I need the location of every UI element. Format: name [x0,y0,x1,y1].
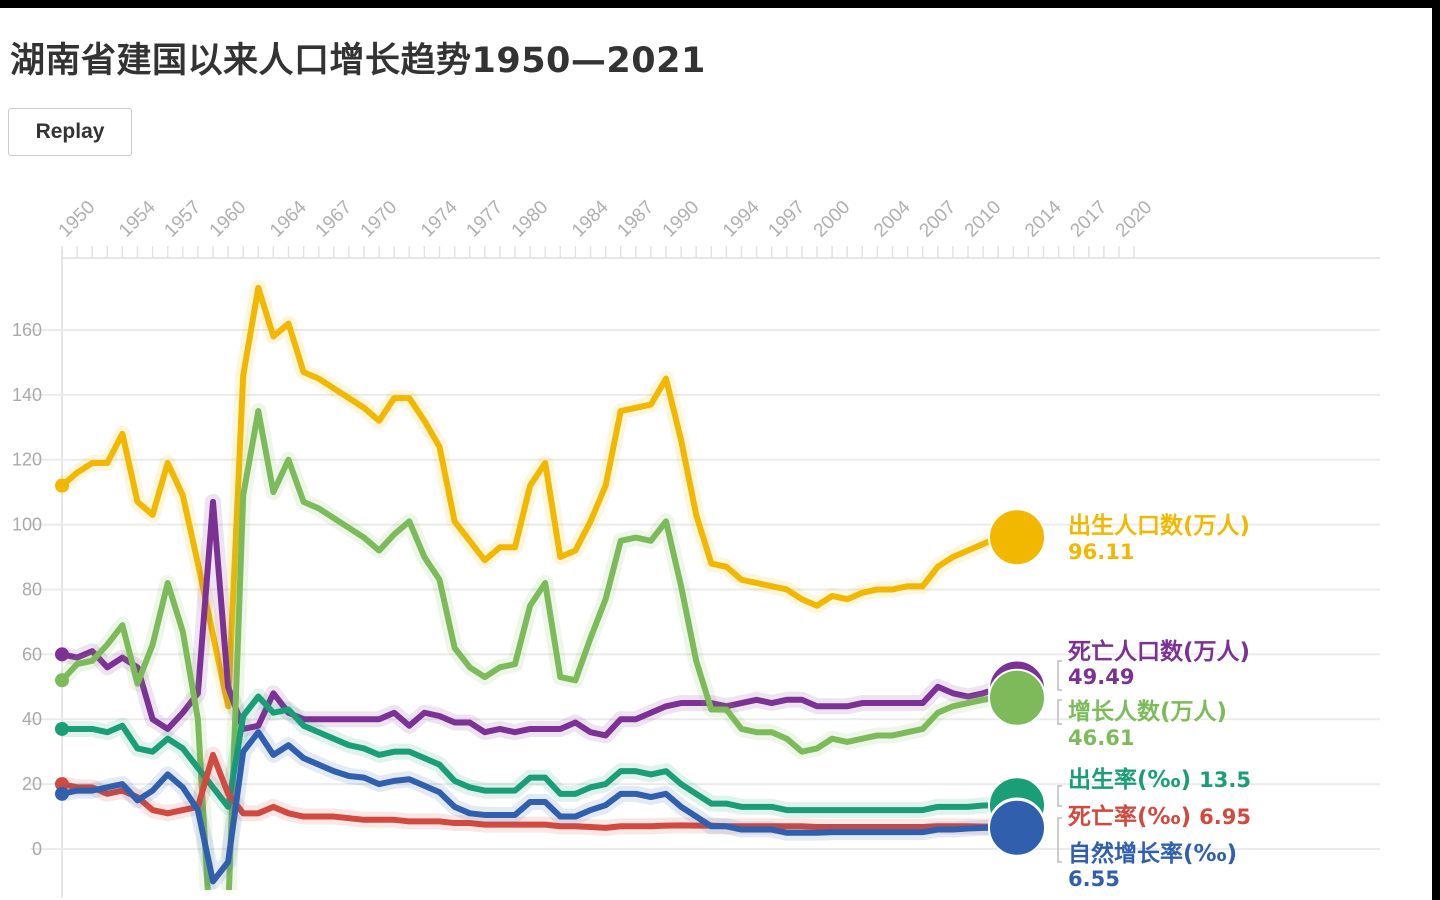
x-tick-label: 2017 [1066,197,1111,242]
label-bracket [1057,785,1062,807]
series-end-markers [988,508,1046,857]
label-bracket [1057,660,1062,691]
chart-title: 湖南省建国以来人口增长趋势1950—2021 [10,41,706,81]
series-label-value: 96.11 [1068,540,1134,564]
label-bracket [1057,817,1062,863]
x-axis: 1950 1954 1957 1960 1964 1967 1970 1974 1977 1980… [55,196,1157,258]
y-tick-label: 20 [22,774,42,794]
x-tick-label: 1967 [311,197,356,242]
label-bracket [1057,699,1062,725]
x-tick-label: 2014 [1021,196,1066,241]
y-tick-label: 60 [22,644,42,664]
series-label-name: 死亡率(‰) [1068,803,1191,830]
y-tick-label: 100 [12,515,42,535]
series-label-value: 6.55 [1068,867,1120,891]
x-tick-label: 1980 [508,197,553,242]
series-label-value: 6.95 [1199,805,1251,829]
series-line [60,284,1000,710]
x-tick-label: 1950 [55,197,100,242]
window-border-right [1432,0,1440,900]
series-start-dot [55,478,69,493]
x-tick-label: 1964 [266,196,311,241]
x-tick-label: 2020 [1112,197,1157,242]
replay-button[interactable]: Replay [8,108,132,156]
x-tick-label: 1954 [115,196,160,241]
x-tick-label: 2004 [870,196,915,241]
series-line [61,751,999,831]
x-tick-label: 1977 [462,197,507,242]
y-tick-label: 120 [12,450,42,470]
series-label-name: 增长人数(万人) [1068,698,1227,725]
series-label-name: 出生率(‰) [1068,766,1191,793]
series-labels: 出生人口数(万人)96.11 死亡人口数(万人)49.49 增长人数(万人)46.6… [1057,513,1251,891]
x-tick-label: 2000 [810,197,855,242]
series-label-value: 13.5 [1199,768,1251,792]
x-tick-label: 1957 [160,197,205,242]
x-tick-label: 2007 [915,197,960,242]
y-tick-label: 160 [12,320,42,340]
series-label-value: 49.49 [1068,665,1134,689]
x-tick-label: 2010 [961,197,1006,242]
y-tick-label: 140 [12,385,42,405]
series-line [62,693,999,814]
y-tick-label: 80 [22,579,42,599]
series-label-name: 自然增长率(‰) [1068,840,1237,867]
series-start-dot [55,647,69,662]
y-tick-label: 40 [22,709,42,729]
series-line [61,729,999,885]
series-line [59,408,999,891]
x-tick-label: 1994 [719,196,764,241]
y-tick-label: 0 [32,839,42,859]
series-label-name: 出生人口数(万人) [1068,513,1250,539]
x-tick-label: 1997 [764,197,809,242]
series-label-name: 死亡人口数(万人) [1068,638,1250,665]
series-end-marker [988,668,1046,727]
series-end-marker [988,508,1046,567]
x-tick-label: 1987 [613,197,658,242]
series-start-dot [55,673,69,688]
series-lines [55,279,1002,891]
series-end-marker [988,798,1046,857]
series-start-dot [55,786,69,801]
x-tick-label: 1984 [568,196,613,241]
x-tick-label: 1960 [206,197,251,242]
series-label-value: 46.61 [1068,726,1134,750]
x-tick-label: 1974 [417,196,462,241]
window-border-top [0,0,1440,8]
series-start-dot [55,721,69,736]
x-tick-label: 1970 [357,197,402,242]
x-tick-label: 1990 [659,197,704,242]
y-axis: 0 20 40 60 80 100 120 140 160 [12,320,42,859]
series-line [61,498,1000,739]
series-start-dot [55,777,69,792]
